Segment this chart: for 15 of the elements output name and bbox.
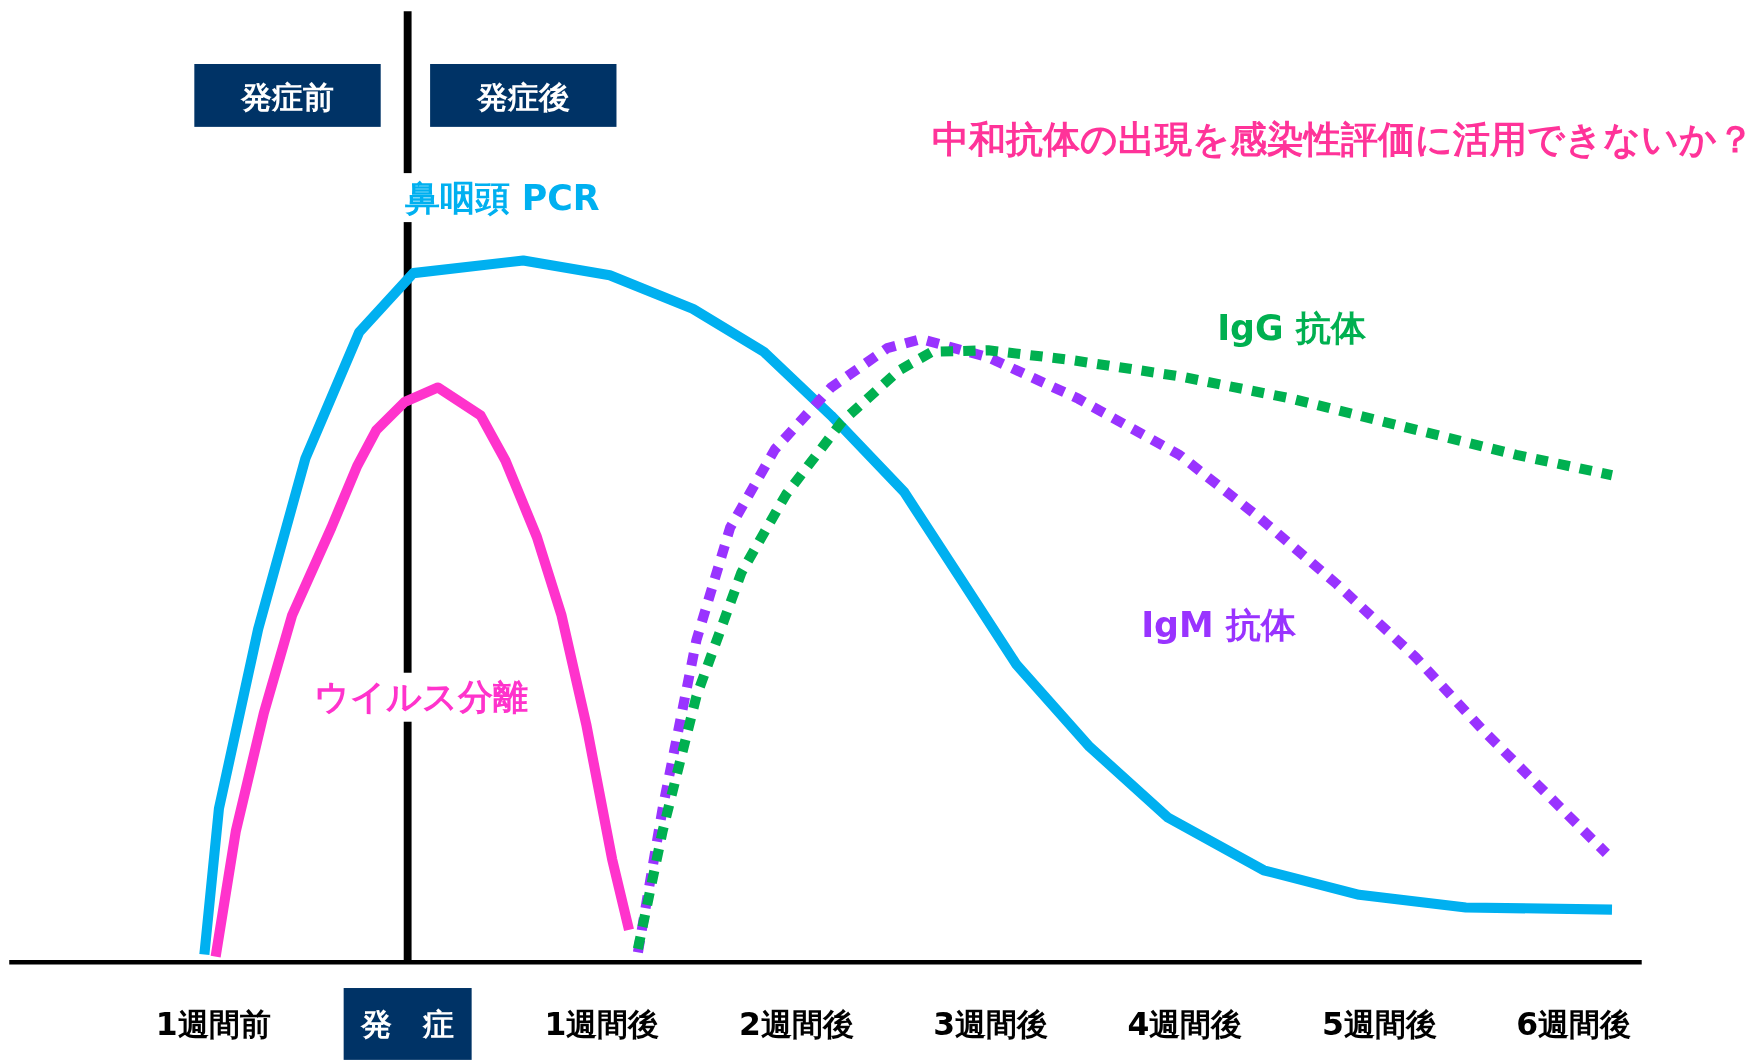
x-tick-label: 1週間後	[544, 1005, 660, 1042]
x-tick-label: 6週間後	[1516, 1005, 1632, 1042]
x-tick-label: 5週間後	[1321, 1005, 1437, 1042]
series-label: ウイルス分離	[314, 677, 529, 718]
x-tick-label: 3週間後	[933, 1005, 1049, 1042]
text: 発症前	[240, 78, 335, 115]
x-tick-label: 2週間後	[738, 1005, 854, 1042]
chart-title: 中和抗体の出現を感染性評価に活用できないか？	[932, 117, 1754, 161]
x-tick-label: 4週間後	[1127, 1005, 1243, 1042]
series-label: IgG 抗体	[1217, 307, 1367, 348]
x-tick-label: 発 症	[360, 1005, 455, 1042]
x-tick-label: 1週間前	[155, 1005, 271, 1042]
text: 発症後	[475, 78, 570, 115]
series-label: 鼻咽頭 PCR	[404, 177, 600, 218]
series-label: IgM 抗体	[1141, 605, 1297, 646]
